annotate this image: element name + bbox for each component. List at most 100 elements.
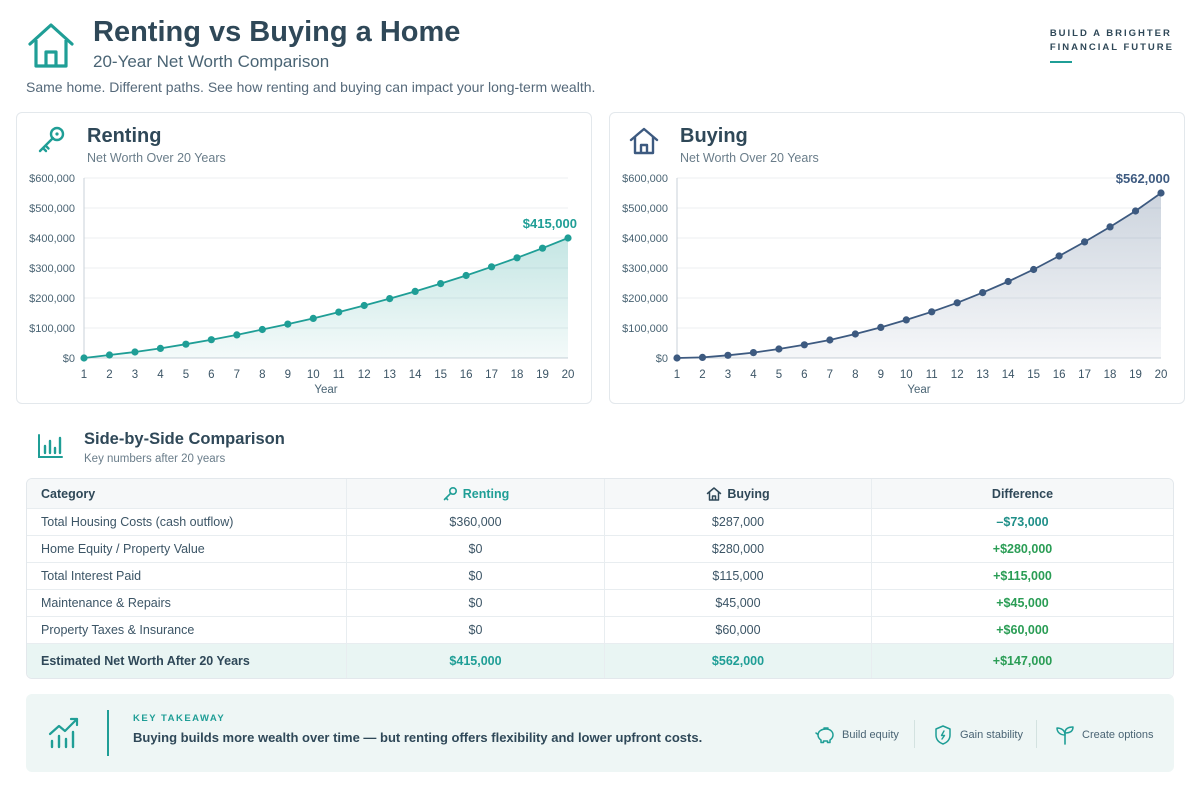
row-difference-value: –$73,000 — [996, 515, 1049, 529]
total-renting-value: $415,000 — [449, 654, 502, 668]
buying-data-point — [800, 341, 808, 349]
header-buying: Buying — [604, 479, 871, 508]
header-category: Category — [41, 486, 96, 501]
renting-y-tick-label: $0 — [63, 353, 75, 365]
renting-series-line — [83, 237, 569, 359]
renting-data-point — [360, 301, 368, 310]
renting-x-tick-label: 1 — [81, 369, 87, 381]
badge-label: Create options — [1082, 729, 1154, 741]
row-renting-value: $0 — [346, 617, 604, 643]
row-difference-value: +$115,000 — [993, 569, 1052, 583]
buying-data-point — [1157, 189, 1165, 197]
sprout-icon — [1056, 726, 1074, 745]
page-header: Renting vs Buying a Home 20-Year Net Wor… — [26, 14, 1176, 98]
buying-x-tick-label: 15 — [1027, 369, 1040, 381]
house-icon — [707, 486, 722, 501]
buying-data-point — [902, 316, 910, 324]
buying-data-point — [979, 289, 987, 297]
renting-chart-subtitle: Net Worth Over 20 Years — [87, 151, 226, 165]
buying-x-tick-label: 7 — [827, 369, 833, 381]
key-takeaway-banner: KEY TAKEAWAY Buying builds more wealth o… — [26, 694, 1174, 772]
renting-x-tick-label: 8 — [259, 369, 265, 381]
comparison-heading: Side-by-Side Comparison Key numbers afte… — [36, 428, 436, 472]
renting-data-point — [437, 280, 445, 288]
renting-x-tick-label: 18 — [511, 369, 524, 381]
buying-y-tick-label: $300,000 — [622, 263, 668, 275]
buying-x-tick-label: 13 — [976, 369, 989, 381]
renting-data-point — [80, 354, 88, 362]
buying-end-value-label: $562,000 — [1116, 171, 1170, 186]
row-category: Total Housing Costs (cash outflow) — [41, 515, 234, 529]
renting-data-point — [309, 314, 317, 322]
growth-chart-icon — [48, 717, 79, 749]
buying-x-tick-label: 20 — [1155, 369, 1168, 381]
buying-y-tick-label: $200,000 — [622, 293, 668, 305]
buying-data-point — [1080, 238, 1089, 246]
renting-y-tick-label: $100,000 — [29, 323, 75, 335]
renting-data-point — [335, 308, 343, 316]
renting-data-point — [258, 325, 266, 334]
renting-data-point — [131, 348, 139, 356]
header-renting: Renting — [346, 479, 604, 508]
buying-data-point — [877, 323, 885, 331]
renting-data-point — [233, 331, 241, 339]
row-buying-value: $115,000 — [604, 563, 871, 589]
buying-x-tick-label: 9 — [878, 369, 884, 381]
comparison-subtitle: Key numbers after 20 years — [84, 453, 226, 465]
renting-data-point — [487, 263, 496, 271]
header-difference: Difference — [871, 479, 1173, 508]
renting-data-point — [207, 336, 215, 344]
comparison-title: Side-by-Side Comparison — [84, 430, 285, 448]
buying-data-point — [749, 349, 758, 357]
renting-data-point — [513, 254, 521, 262]
renting-data-point — [386, 295, 394, 303]
key-icon — [38, 126, 65, 153]
renting-x-tick-label: 5 — [183, 369, 189, 381]
comparison-table: Category Renting Buying Difference Total… — [26, 478, 1174, 679]
badge-build-equity: Build equity — [814, 724, 899, 746]
buying-series-line — [676, 192, 1162, 359]
buying-x-tick-label: 3 — [725, 369, 731, 381]
buying-y-tick-label: $100,000 — [622, 323, 668, 335]
renting-x-tick-label: 4 — [157, 369, 164, 381]
table-row: Total Interest Paid $0 $115,000 +$115,00… — [27, 562, 1173, 589]
renting-data-point — [564, 234, 572, 242]
buying-data-point — [1131, 207, 1140, 215]
row-buying-value: $45,000 — [604, 590, 871, 616]
renting-y-tick-label: $600,000 — [29, 173, 75, 185]
buying-y-tick-label: $600,000 — [622, 173, 668, 185]
row-category: Maintenance & Repairs — [41, 596, 171, 610]
brand-line-1: BUILD A BRIGHTER — [1049, 28, 1172, 39]
renting-net-worth-chart: $0 $100,000 $200,000 $300,000 $400,000 $500,0… — [29, 173, 577, 396]
page-subtitle: 20-Year Net Worth Comparison — [93, 52, 330, 71]
takeaway-divider — [107, 710, 109, 756]
key-icon — [443, 486, 457, 500]
table-row: Total Housing Costs (cash outflow) $360,… — [27, 508, 1173, 535]
row-buying-value: $280,000 — [604, 536, 871, 562]
renting-x-tick-label: 10 — [307, 369, 320, 381]
buying-x-tick-label: 5 — [776, 369, 782, 381]
renting-data-point — [462, 271, 470, 280]
badge-gain-stability: Gain stability — [932, 724, 1023, 746]
renting-y-tick-label: $200,000 — [29, 293, 75, 305]
renting-x-tick-label: 7 — [234, 369, 240, 381]
row-category: Property Taxes & Insurance — [41, 623, 195, 637]
house-logo-icon — [28, 23, 74, 68]
renting-x-tick-label: 6 — [208, 369, 214, 381]
header-renting-label: Renting — [462, 486, 510, 501]
buying-data-point — [1004, 277, 1012, 286]
buying-x-axis-label: Year — [907, 384, 930, 396]
buying-x-tick-label: 8 — [852, 369, 858, 381]
renting-y-tick-label: $400,000 — [29, 233, 75, 245]
buying-x-tick-label: 1 — [674, 369, 680, 381]
renting-data-point — [182, 340, 190, 348]
renting-area-fill — [84, 238, 568, 358]
renting-x-tick-label: 9 — [285, 369, 291, 381]
buying-x-tick-label: 6 — [801, 369, 807, 381]
row-difference-value: +$60,000 — [996, 623, 1049, 637]
badge-separator — [914, 720, 915, 748]
shield-icon — [935, 725, 951, 745]
renting-data-point — [105, 351, 114, 359]
buying-data-point — [1055, 252, 1063, 260]
buying-data-point — [1106, 223, 1114, 231]
